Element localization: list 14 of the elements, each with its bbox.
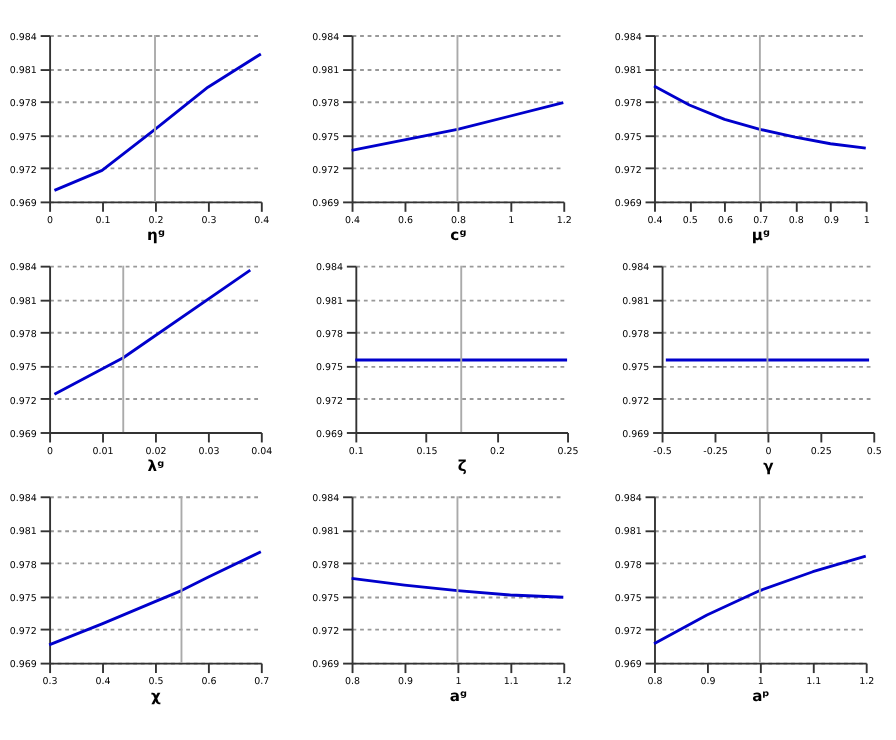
x-axis-title: aᵖ <box>752 687 771 706</box>
x-axis-title: μᵍ <box>751 226 771 245</box>
line-series <box>47 550 263 647</box>
line-series <box>53 52 263 192</box>
x-axis-title: ζ <box>457 456 468 475</box>
x-axis-title: cᵍ <box>450 226 468 245</box>
x-axis-title: χ <box>151 687 162 706</box>
line-series <box>350 576 565 599</box>
line-series <box>652 554 868 646</box>
line-series <box>652 84 868 150</box>
x-axis-title: ηᵍ <box>146 226 166 245</box>
x-axis-title: γ <box>763 456 776 475</box>
x-axis-title: aᵍ <box>449 687 468 706</box>
x-axis-title: λᵍ <box>147 456 166 475</box>
